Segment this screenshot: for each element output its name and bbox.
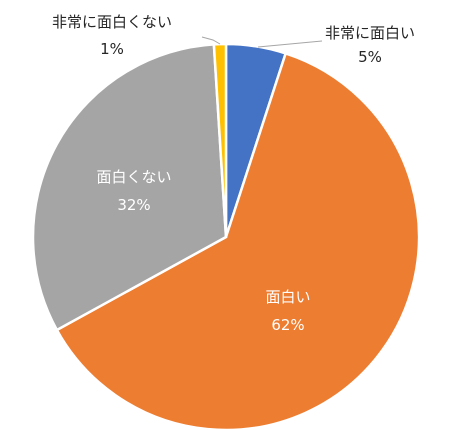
leader-line-very-interesting — [257, 40, 323, 48]
label-pct-uninteresting: 32% — [117, 196, 150, 214]
label-pct-very-uninteresting: 1% — [100, 40, 124, 58]
label-pct-interesting: 62% — [271, 316, 304, 334]
pie-slices — [31, 42, 421, 430]
pie-slice-uninteresting — [31, 43, 228, 332]
leader-line-very-uninteresting — [201, 36, 221, 45]
label-name-very-interesting: 非常に面白い — [325, 24, 415, 42]
label-name-uninteresting: 面白くない — [96, 168, 171, 186]
pie-slice-interesting — [55, 51, 421, 430]
label-pct-very-interesting: 5% — [358, 48, 382, 66]
label-name-very-uninteresting: 非常に面白くない — [52, 13, 172, 31]
label-name-interesting: 面白い — [265, 288, 310, 306]
